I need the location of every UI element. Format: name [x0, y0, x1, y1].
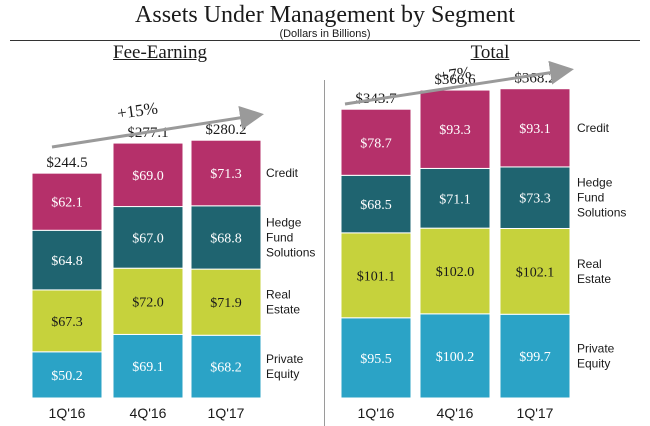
total-segment-label: $71.1	[439, 192, 471, 207]
fee-category-label: 1Q'16	[49, 405, 86, 421]
total-segment-label: $102.1	[516, 265, 555, 280]
total-segment-label: $93.3	[439, 123, 471, 138]
total-legend-label: Real	[577, 257, 602, 271]
total-bar-3-hedge-fund-solutions	[499, 166, 571, 229]
fee-legend-label: Solutions	[266, 245, 315, 259]
fee-bar-3-real-estate	[190, 268, 262, 336]
fee-segment-label: $69.0	[132, 169, 164, 184]
fee-legend-label: Hedge	[266, 215, 302, 229]
fee-legend-label: Real	[266, 288, 291, 302]
total-bar-3-credit	[499, 88, 571, 168]
total-category-label: 1Q'16	[358, 405, 395, 421]
fee-segment-label: $67.3	[51, 315, 83, 330]
total-growth-arrow	[344, 60, 574, 106]
total-bar-1-credit	[340, 108, 412, 176]
fee-bar-2-private-equity	[112, 333, 184, 399]
fee-bar-1-hedge-fund-solutions	[31, 229, 103, 291]
fee-growth-label: +15%	[116, 98, 159, 122]
fee-bar-3-credit	[190, 139, 262, 207]
chart-title: Assets Under Management by Segment	[135, 2, 515, 28]
total-total-label: $366.6	[434, 72, 476, 88]
fee-total-label: $244.5	[46, 155, 87, 171]
fee-category-label: 4Q'16	[130, 405, 167, 421]
fee-bar-1-credit	[31, 172, 103, 231]
total-segment-label: $102.0	[436, 265, 475, 280]
total-bar-2-private-equity	[419, 313, 491, 399]
total-category-label: 1Q'17	[517, 405, 554, 421]
fee-legend-label: Estate	[266, 303, 300, 317]
fee-segment-label: $64.8	[51, 254, 83, 269]
total-bar-1-private-equity	[340, 317, 412, 399]
fee-segment-label: $50.2	[51, 369, 83, 384]
panel-divider	[324, 80, 325, 426]
total-legend-label: Fund	[577, 191, 604, 205]
fee-segment-label: $71.3	[210, 167, 242, 182]
fee-segment-label: $68.2	[210, 361, 242, 376]
total-growth-label: +7%	[438, 63, 473, 86]
total-segment-label: $95.5	[360, 352, 392, 367]
fee-category-label: 1Q'17	[208, 405, 245, 421]
total-bar-2-credit	[419, 89, 491, 169]
total-segment-label: $78.7	[360, 136, 392, 151]
total-segment-label: $99.7	[519, 350, 551, 365]
fee-bar-1-real-estate	[31, 289, 103, 353]
total-bar-1-real-estate	[340, 232, 412, 319]
fee-bar-2-hedge-fund-solutions	[112, 206, 184, 269]
chart-subtitle: (Dollars in Billions)	[279, 28, 371, 40]
total-legend-label: Equity	[577, 357, 610, 371]
total-bar-2-real-estate	[419, 227, 491, 315]
fee-legend-label: Equity	[266, 367, 299, 381]
total-legend-label: Hedge	[577, 176, 613, 190]
total-segment-label: $93.1	[519, 122, 551, 137]
fee-bar-2-real-estate	[112, 267, 184, 335]
total-legend-label: Estate	[577, 272, 611, 286]
total-legend-label: Private	[577, 342, 615, 356]
fee-legend-label: Private	[266, 352, 304, 366]
fee-bar-2-credit	[112, 142, 184, 208]
fee-legend-label: Credit	[266, 166, 299, 180]
fee-segment-label: $69.1	[132, 360, 164, 375]
total-panel-title: Total	[470, 42, 510, 63]
fee-total-label: $280.2	[205, 122, 246, 138]
total-bar-1-hedge-fund-solutions	[340, 174, 412, 234]
fee-segment-label: $67.0	[132, 231, 164, 246]
total-category-label: 4Q'16	[437, 405, 474, 421]
total-segment-label: $101.1	[357, 269, 396, 284]
total-legend-label: Solutions	[577, 206, 626, 220]
total-segment-label: $73.3	[519, 192, 551, 207]
fee-segment-label: $71.9	[210, 296, 242, 311]
fee-earning-panel-title: Fee-Earning	[113, 42, 207, 63]
fee-bar-3-private-equity	[190, 334, 262, 399]
total-segment-label: $68.5	[360, 198, 392, 213]
total-bar-3-private-equity	[499, 313, 571, 399]
title-rule	[10, 40, 640, 41]
fee-segment-label: $72.0	[132, 295, 164, 310]
total-segment-label: $100.2	[436, 350, 475, 365]
total-legend-label: Credit	[577, 121, 610, 135]
fee-segment-label: $62.1	[51, 196, 83, 211]
fee-growth-arrow	[51, 105, 264, 149]
fee-bar-3-hedge-fund-solutions	[190, 205, 262, 270]
fee-segment-label: $68.8	[210, 231, 242, 246]
fee-legend-label: Fund	[266, 230, 293, 244]
